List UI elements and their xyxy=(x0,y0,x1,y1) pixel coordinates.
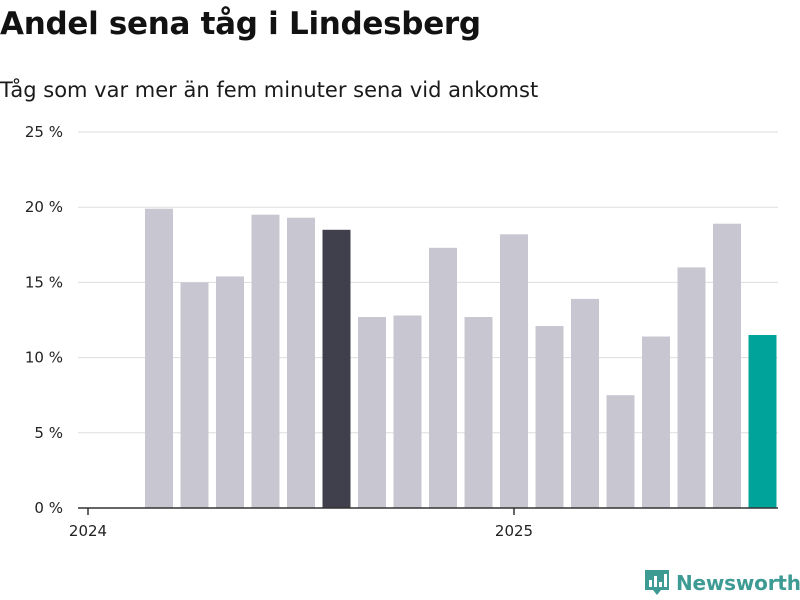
y-tick-label: 10 % xyxy=(25,349,63,367)
bar-2024-06 xyxy=(287,217,315,508)
bar-2025-07 xyxy=(748,335,777,508)
bar-2025-02 xyxy=(571,298,599,508)
bar-2024-07 xyxy=(322,229,351,509)
y-axis-ticks: 0 % 5 % 10 % 15 % 20 % 25 % xyxy=(25,123,63,517)
y-tick-label: 5 % xyxy=(34,424,63,442)
bar-2025-03 xyxy=(606,395,635,508)
bar-2024-04 xyxy=(216,276,244,508)
bar-2025-01 xyxy=(535,326,564,508)
chart-subtitle: Tåg som var mer än fem minuter sena vid … xyxy=(0,78,539,102)
y-tick-label: 25 % xyxy=(25,123,63,141)
bar-2025-05 xyxy=(677,267,706,508)
bar-2024-08 xyxy=(358,317,386,508)
bar-chart: 0 % 5 % 10 % 15 % 20 % 25 % 2024 2025 xyxy=(25,123,778,540)
bars xyxy=(145,208,777,509)
bar-2024-11 xyxy=(464,317,493,508)
y-tick-label: 15 % xyxy=(25,273,63,291)
x-axis: 2024 2025 xyxy=(69,507,778,540)
newsworthy-logo: Newsworthy xyxy=(644,568,800,598)
bar-2024-09 xyxy=(393,315,422,508)
bar-2024-12 xyxy=(500,234,528,509)
x-tick-label: 2025 xyxy=(495,522,533,540)
newsworthy-chart-icon xyxy=(645,570,669,595)
bar-2024-05 xyxy=(251,214,280,508)
bar-2024-02 xyxy=(145,208,173,508)
logo-text: Newsworthy xyxy=(676,571,800,595)
chart-title: Andel sena tåg i Lindesberg xyxy=(0,6,481,42)
bar-2024-03 xyxy=(180,282,209,508)
x-tick-label: 2024 xyxy=(69,522,107,540)
y-tick-label: 0 % xyxy=(34,499,63,517)
bar-2025-04 xyxy=(642,336,670,508)
y-tick-label: 20 % xyxy=(25,198,63,216)
bar-2025-06 xyxy=(713,223,741,508)
bar-2024-10 xyxy=(429,247,457,509)
